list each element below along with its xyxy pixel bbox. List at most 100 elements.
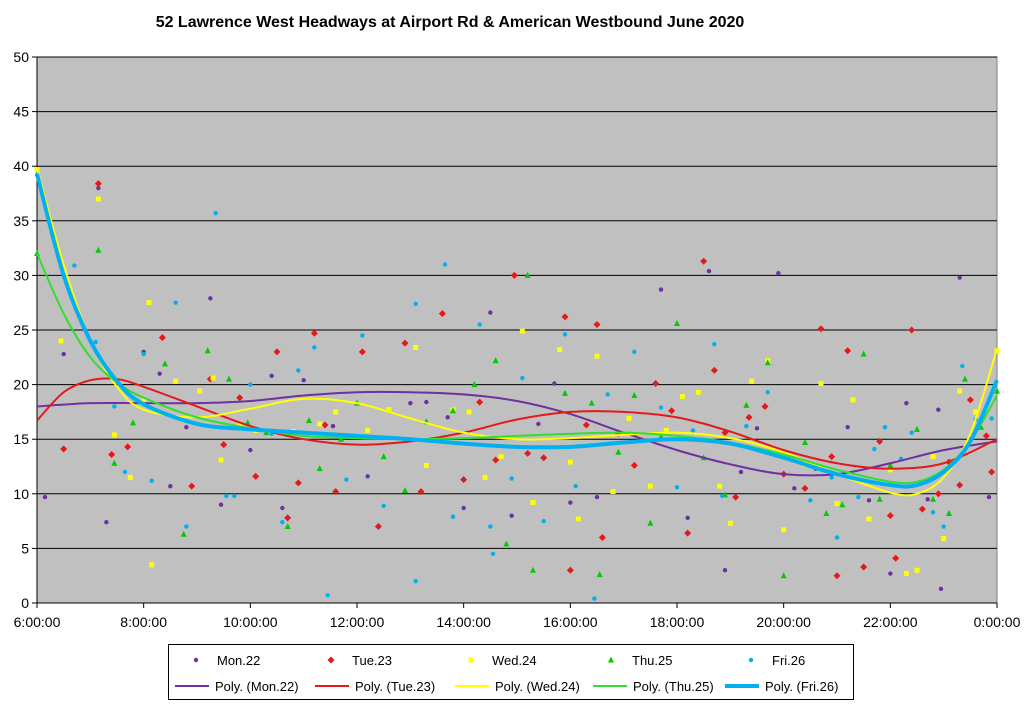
point-thu-25 (596, 571, 603, 578)
point-wed-24 (626, 415, 632, 421)
x-axis: 6:00:00 8:00:00 10:00:00 12:00:00 14:00:00 16… (14, 602, 1021, 630)
point-thu-25 (780, 572, 787, 579)
point-tue-23 (684, 529, 692, 537)
point-wed-24 (173, 378, 179, 384)
point-mon-22 (218, 502, 224, 507)
point-wed-24 (903, 571, 909, 577)
point-mon-22 (248, 447, 253, 453)
point-thu-25 (316, 465, 323, 472)
point-wed-24 (149, 562, 155, 568)
point-thu-25 (743, 401, 750, 408)
point-wed-24 (930, 454, 936, 460)
point-wed-24 (575, 516, 581, 522)
point-fri-26 (605, 392, 610, 397)
legend-item: Poly. (Mon.22) (175, 673, 299, 699)
point-mon-22 (184, 424, 189, 430)
legend-item: Thu.25 (594, 647, 672, 673)
point-mon-22 (845, 424, 850, 430)
point-tue-23 (710, 366, 718, 374)
point-fri-26 (712, 341, 717, 347)
legend-item: Tue.23 (314, 647, 392, 673)
point-thu-25 (887, 461, 894, 468)
point-mon-22 (408, 400, 413, 406)
legend-marker-shape (608, 656, 614, 663)
point-fri-26 (360, 333, 365, 338)
point-mon-22 (552, 381, 557, 386)
point-wed-24 (850, 397, 856, 403)
point-fri-26 (941, 524, 946, 529)
point-fri-26 (72, 263, 77, 268)
point-fri-26 (856, 494, 861, 500)
point-tue-23 (401, 339, 409, 347)
point-tue-23 (860, 563, 868, 571)
point-wed-24 (973, 409, 979, 415)
point-tue-23 (417, 488, 425, 496)
point-wed-24 (957, 388, 963, 394)
point-tue-23 (566, 566, 574, 574)
point-fri-26 (744, 423, 749, 429)
point-wed-24 (663, 427, 669, 433)
point-wed-24 (95, 196, 101, 202)
point-fri-26 (173, 300, 178, 305)
point-wed-24 (146, 300, 152, 306)
point-mon-22 (754, 426, 760, 431)
point-tue-23 (892, 554, 900, 562)
point-thu-25 (860, 350, 867, 357)
point-wed-24 (498, 454, 504, 460)
point-wed-24 (818, 381, 824, 387)
point-tue-23 (108, 450, 116, 458)
point-tue-23 (817, 325, 825, 333)
point-fri-26 (720, 493, 725, 499)
point-mon-22 (722, 568, 728, 573)
point-mon-22 (445, 415, 450, 420)
y-tick-label: 20 (13, 377, 29, 393)
point-thu-25 (802, 438, 808, 445)
point-thu-25 (588, 399, 595, 406)
legend-label: Thu.25 (632, 652, 673, 668)
point-tue-23 (124, 443, 132, 451)
legend-marker-shape (327, 656, 335, 664)
point-tue-23 (700, 257, 708, 265)
point-mon-22 (936, 407, 941, 412)
trendlines (35, 168, 999, 497)
point-wed-24 (594, 353, 600, 359)
point-tue-23 (761, 402, 769, 410)
point-fri-26 (442, 262, 448, 267)
point-fri-26 (450, 514, 456, 519)
point-tue-23 (801, 484, 809, 492)
legend-label: Poly. (Mon.22) (215, 678, 299, 694)
point-thu-25 (615, 448, 622, 455)
point-tue-23 (956, 481, 964, 489)
y-tick-label: 35 (13, 213, 29, 229)
legend-item: Fri.26 (734, 647, 805, 673)
point-tue-23 (988, 468, 996, 476)
point-wed-24 (679, 394, 685, 400)
legend-label: Poly. (Thu.25) (633, 678, 714, 694)
point-mon-22 (888, 571, 893, 576)
point-fri-26 (381, 503, 386, 509)
point-mon-22 (706, 268, 712, 274)
legend-label: Poly. (Wed.24) (495, 678, 580, 694)
legend-marker (748, 657, 754, 663)
point-mon-22 (925, 497, 930, 502)
point-wed-24 (333, 409, 339, 415)
x-tick-label: 14:00:00 (436, 614, 491, 630)
point-tue-23 (220, 441, 228, 449)
point-thu-25 (204, 347, 211, 354)
point-thu-25 (402, 487, 408, 494)
point-tue-23 (582, 421, 590, 429)
point-tue-23 (60, 445, 68, 453)
y-tick-label: 0 (21, 595, 29, 611)
point-fri-26 (280, 519, 285, 525)
point-fri-26 (413, 301, 418, 306)
x-tick-label: 0:00:00 (974, 614, 1021, 630)
point-tue-23 (561, 313, 569, 321)
point-thu-25 (95, 246, 102, 253)
point-thu-25 (631, 392, 638, 399)
point-tue-23 (310, 329, 318, 337)
point-fri-26 (658, 405, 664, 410)
point-tue-23 (598, 533, 606, 541)
y-tick-label: 40 (13, 158, 29, 174)
point-wed-24 (482, 474, 488, 480)
point-thu-25 (306, 417, 312, 424)
